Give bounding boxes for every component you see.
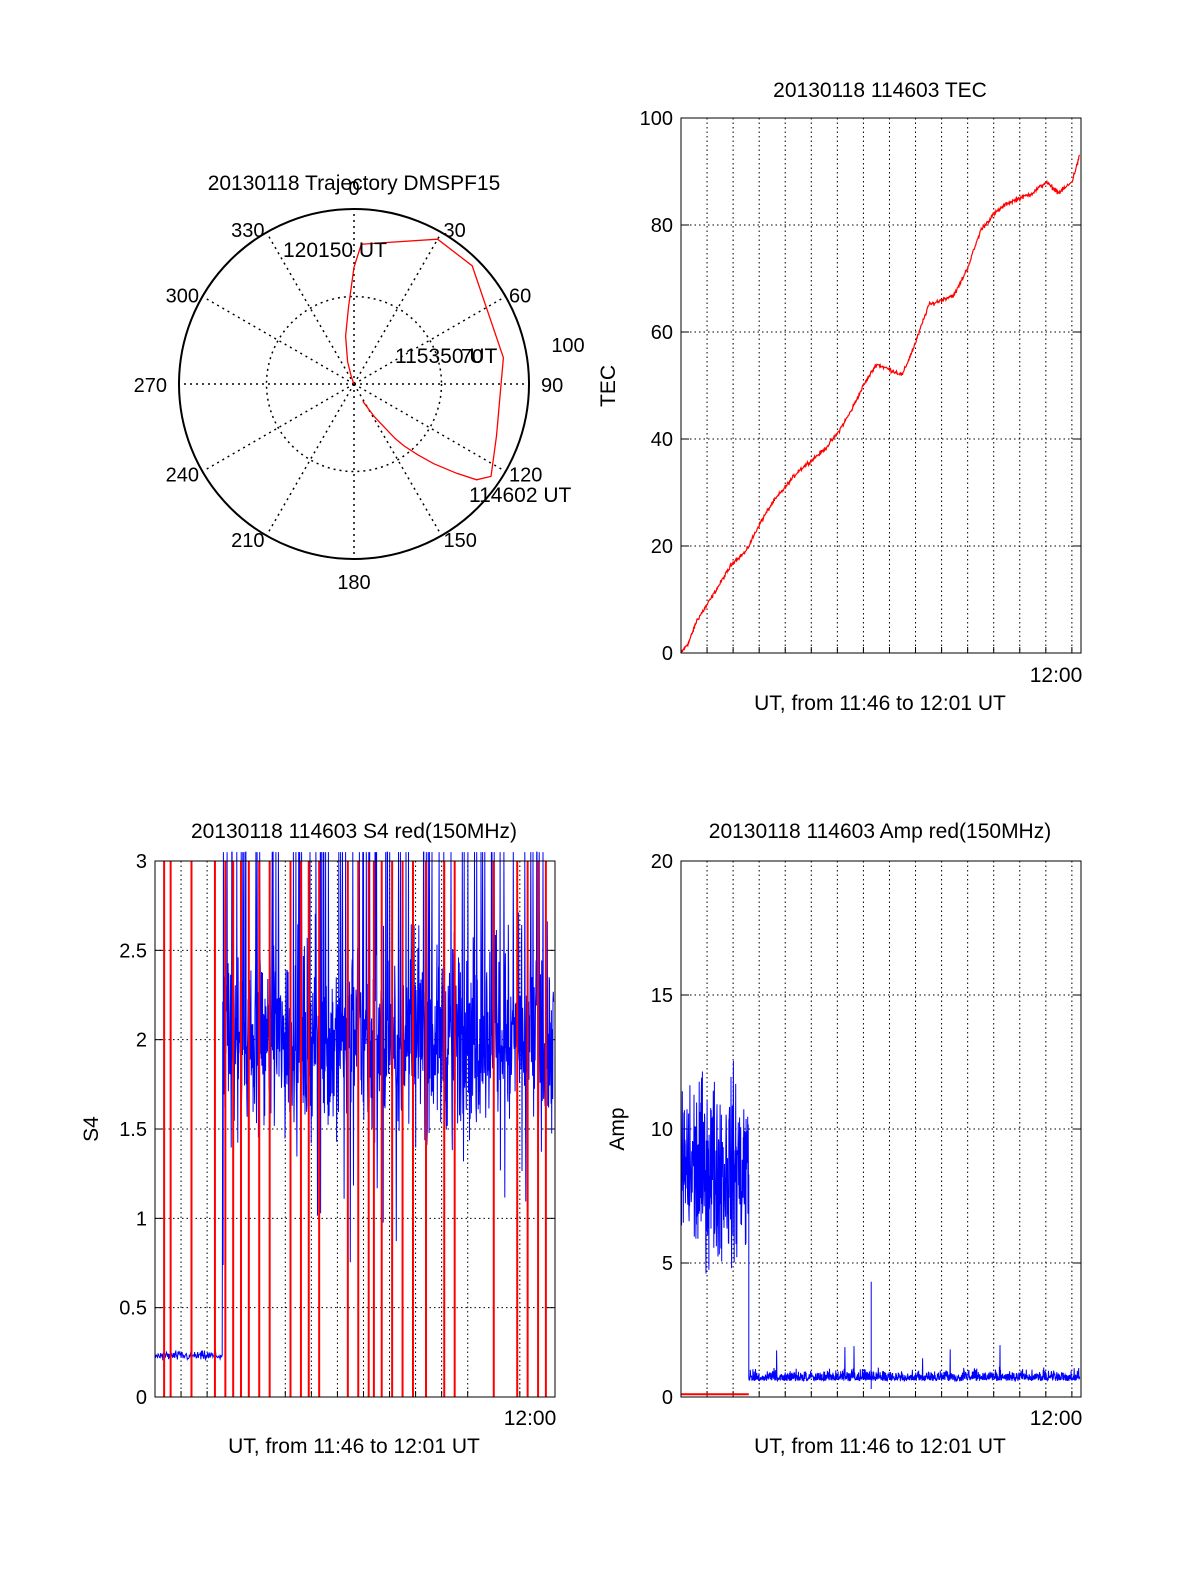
trajectory-spoke [353, 295, 506, 385]
amp-x-tick-label: 12:00 [1030, 1407, 1083, 1430]
s4-y-tick-label: 0.5 [119, 1298, 147, 1320]
s4-y-tick-label: 2.5 [119, 940, 147, 962]
tec-y-tick-label: 40 [651, 429, 673, 451]
amp-y-axis-label: Amp [606, 1107, 629, 1150]
s4-y-tick-label: 3 [136, 851, 147, 873]
amp-y-ticks: 0 5 10 15 20 [651, 851, 1081, 1409]
trajectory-spoke [353, 383, 506, 473]
tec-panel: 20130118 114603 TEC 0 20 40 60 80 100 12:00 U… [597, 79, 1082, 715]
trajectory-series-line [344, 238, 505, 481]
trajectory-spoke [202, 383, 355, 473]
trajectory-angle-label: 270 [134, 375, 167, 397]
tec-title: 20130118 114603 TEC [773, 79, 987, 102]
trajectory-radius-label-inner: 70 [461, 346, 483, 368]
s4-y-ticks: 0 0.5 1 1.5 2 2.5 3 [119, 851, 555, 1409]
s4-title: 20130118 114603 S4 red(150MHz) [191, 820, 517, 843]
trajectory-spoke [202, 295, 355, 385]
s4-x-axis-label: UT, from 11:46 to 12:01 UT [228, 1435, 480, 1458]
trajectory-spoke [353, 232, 443, 385]
trajectory-panel: 20130118 Trajectory DMSPF15 030609012015… [134, 172, 585, 594]
trajectory-spoke [265, 383, 355, 536]
amp-y-tick-label: 20 [651, 851, 673, 873]
amp-y-tick-label: 0 [662, 1387, 673, 1409]
tec-series-line [680, 154, 1080, 653]
s4-panel: 20130118 114603 S4 red(150MHz) 0 0.5 1 1.5 2… [80, 820, 556, 1458]
tec-y-axis-label: TEC [597, 365, 620, 407]
tec-y-ticks: 0 20 40 60 80 100 [640, 108, 1081, 665]
tec-y-tick-label: 20 [651, 536, 673, 558]
trajectory-angle-label: 330 [231, 220, 264, 242]
trajectory-angle-label: 0 [348, 178, 359, 200]
tec-x-tick-label: 12:00 [1030, 664, 1083, 687]
trajectory-angle-labels: 0 30 60 90 120 150 180 210 240 270 300 330 [134, 178, 564, 594]
s4-x-tick-label: 12:00 [504, 1407, 557, 1430]
amp-y-tick-label: 15 [651, 985, 673, 1007]
trajectory-title: 20130118 Trajectory DMSPF15 [208, 172, 501, 195]
amp-plot-frame [680, 860, 1082, 1398]
tec-y-tick-label: 0 [662, 643, 673, 665]
trajectory-angle-label: 120 [509, 465, 542, 487]
tec-y-tick-label: 100 [640, 108, 673, 130]
trajectory-spoke [353, 383, 443, 536]
trajectory-grid [178, 208, 530, 560]
amp-y-tick-label: 10 [651, 1119, 673, 1141]
trajectory-angle-label: 240 [166, 465, 199, 487]
trajectory-annotation-start: 114602 UT [469, 484, 572, 507]
amp-series-blue [680, 1060, 1081, 1389]
trajectory-angle-label: 60 [509, 286, 531, 308]
s4-y-tick-label: 1 [136, 1208, 147, 1230]
trajectory-inner-ring [265, 295, 443, 473]
tec-x-axis-label: UT, from 11:46 to 12:01 UT [754, 692, 1006, 715]
amp-x-axis-label: UT, from 11:46 to 12:01 UT [754, 1435, 1006, 1458]
trajectory-angle-label: 180 [337, 572, 370, 594]
s4-plot-frame [154, 860, 556, 1398]
trajectory-angle-label: 90 [541, 375, 563, 397]
s4-y-tick-label: 1.5 [119, 1119, 147, 1141]
trajectory-angle-label: 30 [444, 220, 466, 242]
s4-y-tick-label: 0 [136, 1387, 147, 1409]
tec-y-tick-label: 80 [651, 215, 673, 237]
trajectory-annotation-mid: 115350 UT [395, 345, 498, 368]
trajectory-annotation-end: 120150 UT [283, 239, 387, 262]
trajectory-spoke [265, 232, 355, 385]
trajectory-radius-label-outer: 100 [551, 335, 584, 357]
amp-panel: 20130118 114603 Amp red(150MHz) 0 5 10 15 20… [606, 820, 1082, 1458]
s4-y-tick-label: 2 [136, 1030, 147, 1052]
s4-series-red [163, 861, 547, 1397]
amp-title: 20130118 114603 Amp red(150MHz) [709, 820, 1051, 843]
trajectory-angle-label: 300 [166, 286, 199, 308]
trajectory-angle-label: 210 [231, 530, 264, 552]
trajectory-angle-label: 150 [444, 530, 477, 552]
tec-plot-frame [680, 117, 1082, 654]
amp-y-tick-label: 5 [662, 1253, 673, 1275]
s4-y-axis-label: S4 [80, 1116, 103, 1142]
tec-y-tick-label: 60 [651, 322, 673, 344]
